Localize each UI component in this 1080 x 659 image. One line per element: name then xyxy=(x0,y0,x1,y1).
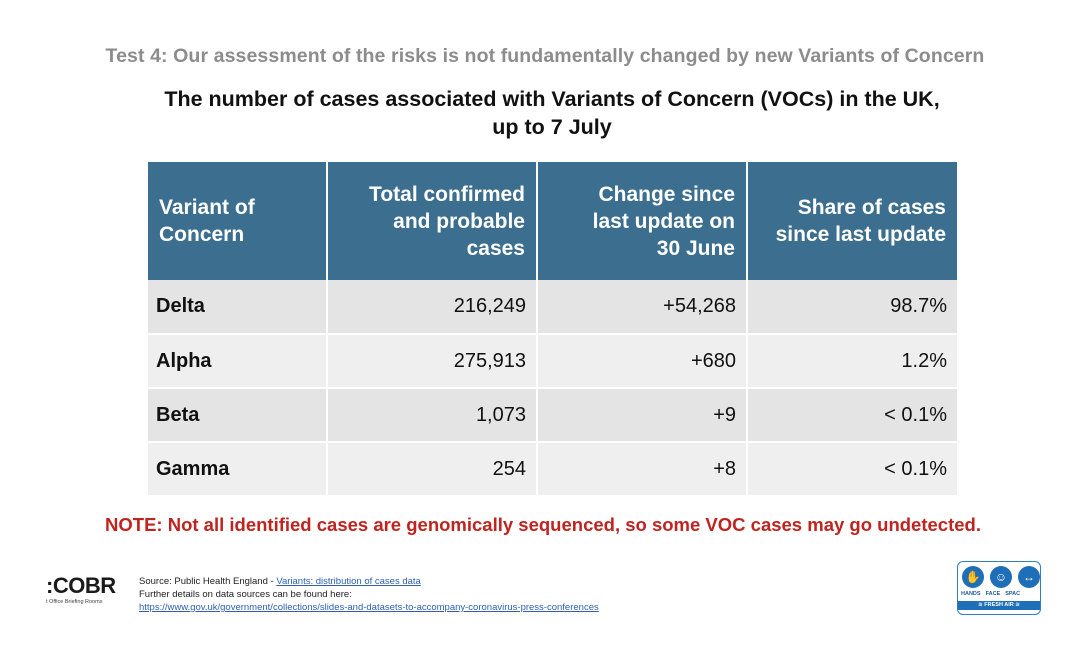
cobr-logo: :COBR t Office Briefing Rooms xyxy=(46,573,126,606)
total-cases: 254 xyxy=(327,442,538,497)
table-row: Gamma 254 +8 < 0.1% xyxy=(148,442,957,497)
details-url-link[interactable]: https://www.gov.uk/government/collection… xyxy=(139,602,599,613)
table-row: Beta 1,073 +9 < 0.1% xyxy=(148,388,957,443)
slide-title-line-1: The number of cases associated with Vari… xyxy=(164,87,940,111)
hands-icon: ✋ xyxy=(962,566,984,588)
variant-name: Delta xyxy=(148,280,328,335)
header-change-since: Change since last update on 30 June xyxy=(537,162,748,280)
table-row: Delta 216,249 +54,268 98.7% xyxy=(148,280,957,335)
cobr-logo-subtext: t Office Briefing Rooms xyxy=(46,599,103,605)
badge-label-hands: HANDS xyxy=(961,591,981,597)
variant-name: Alpha xyxy=(148,334,328,389)
share-of-cases: 1.2% xyxy=(747,334,957,389)
table-row: Alpha 275,913 +680 1.2% xyxy=(148,334,957,389)
face-icon: ☺ xyxy=(990,566,1012,588)
source-data-link[interactable]: Variants: distribution of cases data xyxy=(276,576,421,587)
change-since-update: +9 xyxy=(537,388,748,443)
note-warning: NOTE: Not all identified cases are genom… xyxy=(105,514,981,535)
change-since-update: +8 xyxy=(537,442,748,497)
source-line: Source: Public Health England - Variants… xyxy=(139,575,599,588)
total-cases: 216,249 xyxy=(327,280,538,335)
cobr-logo-text: :COBR xyxy=(46,573,116,598)
badge-label-face: FACE xyxy=(985,591,1001,597)
share-of-cases: < 0.1% xyxy=(747,442,957,497)
space-icon: ↔ xyxy=(1018,566,1040,588)
header-share-of-cases: Share of cases since last update xyxy=(747,162,957,280)
header-variant: Variant of Concern xyxy=(148,162,328,280)
voc-cases-table: Variant of Concern Total confirmed and p… xyxy=(148,162,957,497)
badge-icons: ✋ ☺ ↔ xyxy=(962,566,1040,588)
total-cases: 1,073 xyxy=(327,388,538,443)
share-of-cases: < 0.1% xyxy=(747,388,957,443)
share-of-cases: 98.7% xyxy=(747,280,957,335)
change-since-update: +54,268 xyxy=(537,280,748,335)
change-since-update: +680 xyxy=(537,334,748,389)
slide-title: The number of cases associated with Vari… xyxy=(0,85,1080,141)
source-block: Source: Public Health England - Variants… xyxy=(139,575,599,614)
source-prefix: Source: Public Health England - xyxy=(139,576,277,587)
hands-face-space-badge: ✋ ☺ ↔ HANDS FACE SPAC ≋ FRESH AIR ≋ xyxy=(957,561,1041,615)
slide-title-line-2: up to 7 July xyxy=(492,115,612,139)
details-text: Further details on data sources can be f… xyxy=(139,589,352,600)
header-total-cases: Total confirmed and probable cases xyxy=(327,162,538,280)
variant-name: Gamma xyxy=(148,442,328,497)
badge-labels: HANDS FACE SPAC xyxy=(961,591,1020,597)
table-header-row: Variant of Concern Total confirmed and p… xyxy=(148,162,957,280)
badge-label-space: SPAC xyxy=(1005,591,1021,597)
badge-fresh-air: ≋ FRESH AIR ≋ xyxy=(958,601,1040,610)
test-heading: Test 4: Our assessment of the risks is n… xyxy=(105,45,985,67)
variant-name: Beta xyxy=(148,388,328,443)
total-cases: 275,913 xyxy=(327,334,538,389)
